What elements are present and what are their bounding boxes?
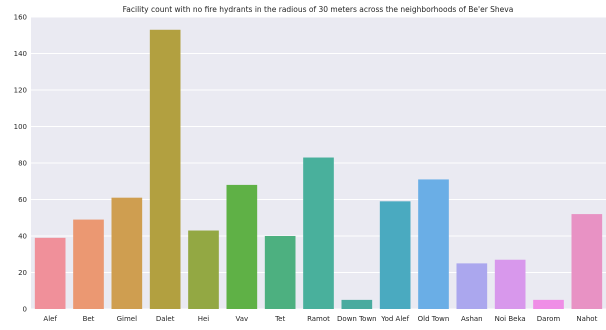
bar-down-town: [341, 299, 373, 309]
y-tick-label: 40: [18, 233, 27, 241]
x-tick-label: Old Town: [418, 315, 450, 323]
x-tick-label: Gimel: [117, 315, 137, 323]
bar-nahot: [571, 214, 603, 309]
bar-ashan: [456, 263, 488, 309]
x-tick-label: Vav: [235, 315, 248, 323]
y-tick-label: 0: [23, 306, 27, 314]
x-tick-label: Nahot: [576, 315, 597, 323]
x-tick-label: Darom: [537, 315, 561, 323]
bar-dalet: [149, 29, 181, 310]
y-tick-label: 60: [18, 196, 27, 204]
x-tick-label: Noi Beka: [495, 315, 526, 323]
x-tick-label: Yod Alef: [380, 315, 409, 323]
bar-bet: [73, 219, 104, 309]
y-axis-ticks: 0 20 40 60 80 100 120 140 160: [14, 14, 27, 314]
bar-ramot: [303, 157, 334, 309]
chart-title: Facility count with no fire hydrants in …: [123, 5, 514, 14]
x-tick-label: Alef: [43, 315, 57, 323]
y-tick-label: 140: [14, 50, 27, 58]
bar-alef: [34, 237, 66, 309]
bar-darom: [533, 299, 564, 309]
bar-tet: [264, 236, 296, 309]
y-tick-label: 160: [14, 14, 27, 22]
y-tick-label: 20: [18, 269, 27, 277]
x-tick-label: Ramot: [307, 315, 330, 323]
bar-noi-beka: [494, 259, 526, 309]
x-tick-label: Bet: [83, 315, 95, 323]
x-tick-label: Ashan: [461, 315, 483, 323]
bars: [34, 29, 603, 310]
x-tick-label: Tet: [274, 315, 285, 323]
y-tick-label: 100: [14, 123, 27, 131]
x-axis-ticks: Alef Bet Gimel Dalet Hei Vav Tet Ramot Down Town…: [43, 315, 597, 323]
bar-hei: [188, 230, 219, 309]
bar-vav: [226, 184, 258, 309]
x-tick-label: Dalet: [156, 315, 175, 323]
x-tick-label: Down Town: [337, 315, 377, 323]
bar-gimel: [111, 197, 143, 309]
bar-yod-alef: [379, 201, 411, 309]
x-tick-label: Hei: [198, 315, 210, 323]
bar-old-town: [418, 179, 449, 309]
y-tick-label: 80: [18, 160, 27, 168]
y-tick-label: 120: [14, 87, 27, 95]
